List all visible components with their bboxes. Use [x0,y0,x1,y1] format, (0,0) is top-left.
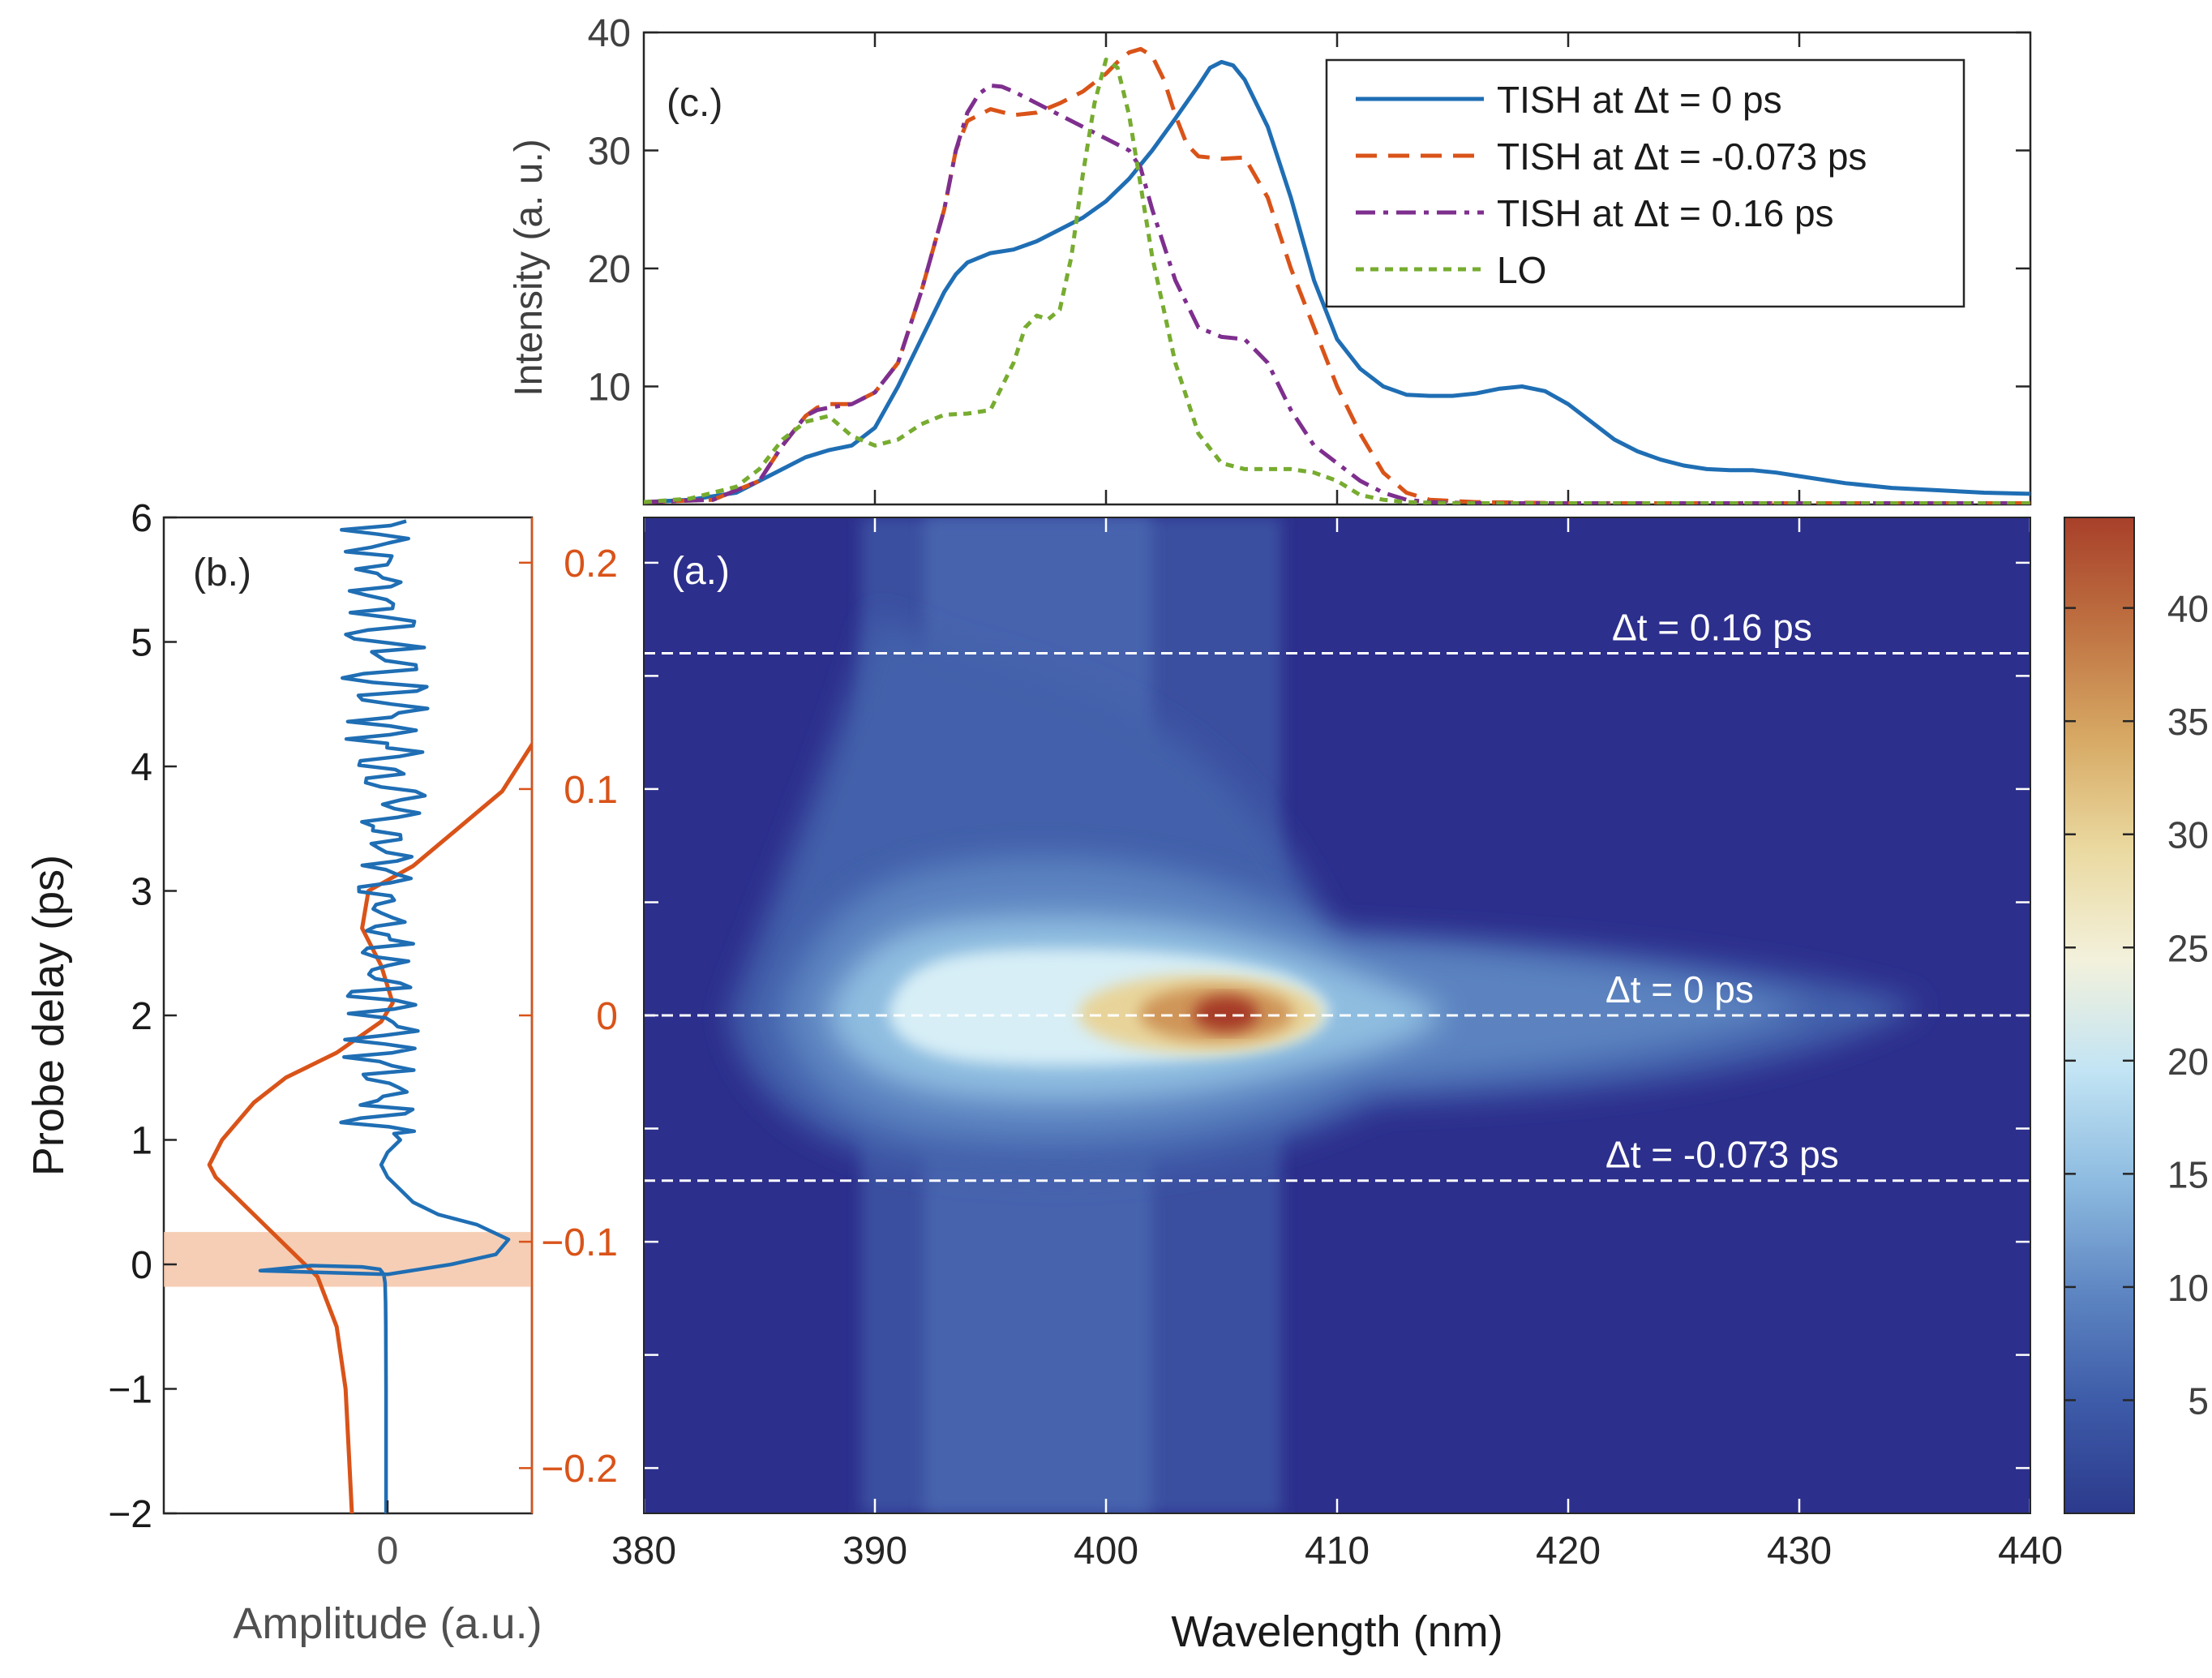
panel-a-xticks: 380 390 400 410 420 430 440 [611,517,2063,1573]
panel-c: 10 20 30 40 (c.) Intensity (a. u.) TISH at … [508,12,2032,506]
legend: TISH at Δt = 0 ps TISH at Δt = -0.073 ps T… [1325,58,1966,308]
b-right-ytick-label: −0.2 [541,1448,618,1491]
series-line-0 [644,59,2030,504]
a-xtick-label: 440 [1998,1530,2063,1573]
panel-b: −2 −1 0 1 2 3 4 5 6 −0.2 −0.1 0 0.1 0.2 0 (b.) Ampli… [24,497,618,1648]
legend-items: TISH at Δt = 0 ps TISH at Δt = -0.073 ps T… [1356,79,1867,291]
panel-a-frame [643,517,2031,1514]
panel-b-ylabel: Probe delay (ps) [24,855,73,1176]
panel-b-xlabel: Amplitude (a.u.) [233,1599,542,1648]
b-ytick-label: −2 [108,1493,152,1536]
panel-c-yticks: 10 20 30 40 [588,12,2030,410]
colorbar-tick-label: 15 [2167,1153,2209,1195]
panel-b-frame [162,516,534,1515]
b-right-ytick-label: 0 [596,995,618,1038]
b-xtick-label: 0 [377,1530,399,1573]
c-ytick-label: 40 [588,12,631,55]
panel-a-xlabel: Wavelength (nm) [1171,1607,1503,1656]
series-line-3 [644,58,2030,504]
b-signal-line [258,519,511,1513]
colorbar-tick-label: 35 [2167,701,2209,743]
heatmap-core-peak [1194,996,1258,1032]
panel-b-xticks: 0 [377,1500,399,1573]
legend-box [1325,58,1966,308]
colorbar-tick-label: 10 [2167,1267,2209,1309]
legend-label-3: LO [1497,249,1546,291]
colorbar-tick-label: 40 [2167,588,2209,630]
b-ytick-label: 3 [131,871,152,914]
a-xtick-label: 420 [1536,1530,1601,1573]
b-right-ytick-label: 0.2 [564,543,618,586]
panel-c-label: (c.) [667,82,722,125]
panel-b-yticks: −2 −1 0 1 2 3 4 5 6 [108,497,177,1536]
colorbar-tick-label: 5 [2188,1380,2209,1422]
b-ytick-label: 6 [131,497,152,540]
marker-label-1: Δt = 0 ps [1605,968,1754,1011]
panel-c-ylabel: Intensity (a. u.) [508,139,551,396]
c-ytick-label: 10 [588,367,631,410]
panel-a-ytick-marks [644,561,2030,1470]
legend-label-1: TISH at Δt = -0.073 ps [1497,135,1867,178]
b-ytick-label: 2 [131,995,152,1038]
panel-b-label: (b.) [193,551,251,594]
colorbar: 5 10 15 20 25 30 35 40 [2064,517,2209,1514]
panel-b-right-yticks: −0.2 −0.1 0 0.1 0.2 [519,543,618,1491]
panel-b-series [207,519,532,1513]
colorbar-ticks: 5 10 15 20 25 30 35 40 [2064,588,2209,1422]
b-ytick-label: 0 [131,1244,152,1287]
b-ytick-label: −1 [108,1369,152,1412]
a-xtick-label: 390 [842,1530,907,1573]
a-xtick-label: 410 [1305,1530,1370,1573]
colorbar-tick-label: 25 [2167,927,2209,969]
marker-label-0: Δt = 0.16 ps [1612,606,1812,648]
marker-label-2: Δt = -0.073 ps [1605,1134,1839,1176]
b-right-ytick-label: −0.1 [541,1221,618,1264]
b-ytick-label: 4 [131,746,152,789]
panel-c-series [644,46,2030,504]
a-xtick-label: 430 [1767,1530,1832,1573]
b-ytick-label: 5 [131,622,152,665]
legend-label-0: TISH at Δt = 0 ps [1497,79,1782,121]
c-ytick-label: 30 [588,131,631,174]
a-xtick-label: 400 [1074,1530,1138,1573]
panel-a-label: (a.) [671,550,730,593]
colorbar-gradient [2064,517,2135,1514]
legend-label-2: TISH at Δt = 0.16 ps [1497,192,1834,234]
series-line-2 [644,84,2030,504]
b-right-ytick-label: 0.1 [564,769,618,812]
colorbar-tick-label: 20 [2167,1041,2209,1083]
c-ytick-label: 20 [588,248,631,291]
b-ytick-label: 1 [131,1120,152,1163]
marker-lines: Δt = 0.16 ps Δt = 0 ps Δt = -0.073 ps [644,606,2030,1182]
colorbar-tick-label: 30 [2167,814,2209,856]
a-xtick-label: 380 [611,1530,676,1573]
